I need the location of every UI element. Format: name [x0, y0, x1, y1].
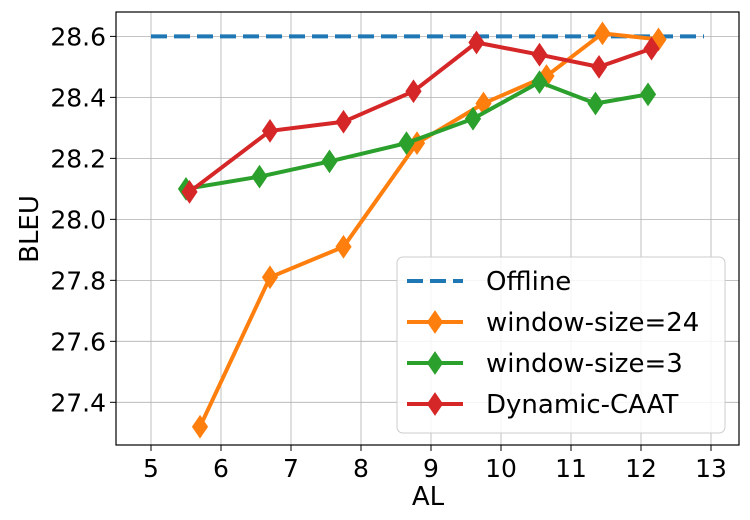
data-point [405, 79, 422, 104]
legend-item: window-size=3 [407, 349, 683, 379]
y-tick-label: 28.0 [50, 205, 106, 234]
plot-frame [115, 11, 740, 446]
data-point [587, 91, 604, 116]
y-axis-label: BLEU [15, 195, 45, 263]
legend-label: Dynamic-CAAT [486, 390, 678, 420]
y-tick-label: 27.6 [50, 327, 106, 356]
series-line [185, 80, 649, 191]
legend-item: Offline [407, 267, 571, 297]
series-line [188, 40, 653, 194]
legend-label: window-size=3 [486, 349, 683, 379]
data-point [643, 36, 660, 61]
series-line [198, 31, 659, 428]
x-tick-label: 8 [353, 454, 369, 483]
series-layer [151, 21, 704, 439]
data-point [335, 109, 352, 134]
x-tick-label: 12 [625, 454, 657, 483]
x-tick-label: 13 [695, 454, 727, 483]
x-tick-label: 5 [143, 454, 159, 483]
data-point [594, 21, 611, 46]
data-point [398, 131, 415, 156]
series-dynamic-caat [181, 30, 660, 204]
legend: Offline window-size=24 window-size=3 Dynami… [396, 256, 726, 434]
grid [116, 12, 739, 445]
y-tick-label: 28.2 [50, 144, 106, 173]
y-tick-label: 28.4 [50, 83, 106, 112]
data-point [531, 70, 548, 95]
data-point [321, 149, 338, 174]
data-point [181, 180, 198, 204]
x-axis-label: AL [412, 482, 445, 512]
x-tick-label: 10 [485, 454, 517, 483]
legend-swatch-marker [426, 310, 444, 334]
data-point [590, 54, 608, 79]
data-point [468, 30, 485, 55]
legend-item: Dynamic-CAAT [407, 390, 678, 420]
legend-swatch-marker [426, 392, 444, 416]
data-point [261, 119, 279, 143]
x-tick-label: 11 [555, 454, 587, 483]
data-point [464, 106, 482, 131]
y-tick-label: 28.6 [50, 22, 106, 51]
x-tick-label: 7 [283, 454, 299, 483]
data-point [531, 42, 548, 67]
tick-layer: 5 6 7 8 9 10 11 12 13 27.4 27.6 27.8 28.0 28.2 28.4 28.… [50, 22, 727, 483]
data-point [335, 234, 352, 259]
legend-label: window-size=24 [486, 308, 699, 338]
y-tick-label: 27.4 [50, 388, 106, 417]
legend-label: Offline [486, 267, 571, 297]
x-tick-label: 6 [213, 454, 229, 483]
legend-swatch-marker [426, 351, 444, 375]
data-point [261, 265, 279, 290]
x-tick-label: 9 [423, 454, 439, 483]
data-point [191, 414, 209, 439]
legend-item: window-size=24 [407, 308, 699, 338]
y-tick-label: 27.8 [50, 266, 106, 295]
data-point [639, 82, 657, 107]
data-point [251, 164, 268, 189]
legend-box [396, 256, 726, 434]
